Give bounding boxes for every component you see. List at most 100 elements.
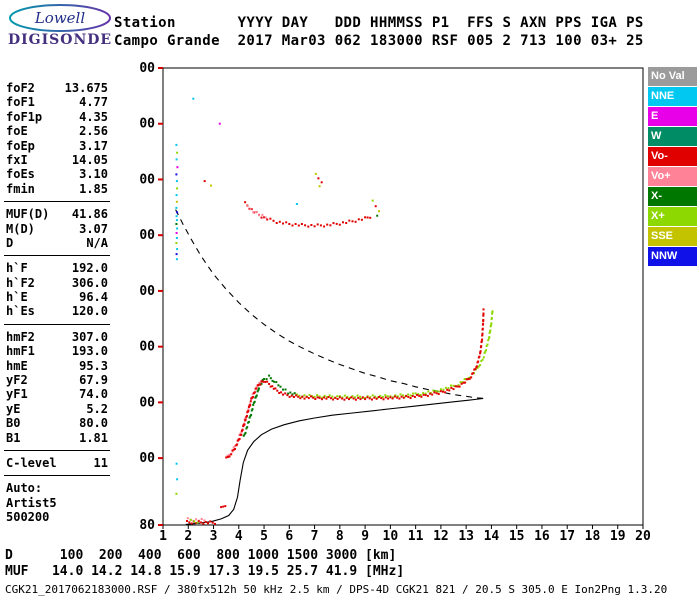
- parameter-row: B1 1.81: [6, 430, 108, 445]
- parameter-row: foF1 4.77: [6, 95, 108, 110]
- panel-separator: [4, 449, 110, 451]
- legend-item-x+: X+: [648, 207, 697, 226]
- y-tick: [158, 178, 163, 181]
- y-tick: [158, 67, 163, 69]
- y-tick-label: 300: [140, 395, 155, 410]
- legend-item-noval: No Val: [648, 67, 697, 86]
- x-tick-label: 16: [534, 529, 550, 544]
- panel-separator: [4, 323, 110, 325]
- parameter-row: hmE 95.3: [6, 358, 108, 373]
- y-tick: [158, 289, 163, 292]
- panel-separator: [4, 255, 110, 257]
- x-tick-label: 17: [559, 529, 575, 544]
- y-tick: [158, 457, 163, 460]
- y-tick: [158, 122, 163, 125]
- y-tick-label: 80: [140, 518, 155, 533]
- station-header-line1: Station YYYY DAY DDD HHMMSS P1 FFS S AXN…: [114, 15, 644, 31]
- legend-item-nne: NNE: [648, 87, 697, 106]
- legend-item-w: W: [648, 127, 697, 146]
- x-tick-label: 9: [361, 529, 369, 544]
- legend-item-vo+: Vo+: [648, 167, 697, 186]
- parameter-row: yF2 67.9: [6, 373, 108, 388]
- y-tick-label: 900: [140, 61, 155, 76]
- logo-graphic: Lowell DIGISONDE: [8, 4, 112, 48]
- parameter-row: foF1p 4.35: [6, 109, 108, 124]
- station-header-line2: Campo Grande 2017 Mar03 062 183000 RSF 0…: [114, 33, 644, 49]
- x-tick-label: 2: [184, 529, 192, 544]
- x-tick-label: 13: [458, 529, 474, 544]
- x-tick-label: 8: [336, 529, 344, 544]
- y-tick: [158, 401, 163, 404]
- parameter-row: Artist5: [6, 495, 57, 510]
- parameter-row: foE 2.56: [6, 124, 108, 139]
- parameter-row: yE 5.2: [6, 401, 108, 416]
- y-tick-label: 200: [140, 451, 155, 466]
- x-tick-label: 5: [260, 529, 268, 544]
- parameter-row: hmF2 307.0: [6, 329, 108, 344]
- x-tick-label: 1: [159, 529, 167, 544]
- lowell-digisonde-logo: Lowell DIGISONDE: [6, 3, 116, 55]
- sporadic-echo-scatter: [175, 97, 380, 495]
- legend-item-e: E: [648, 107, 697, 126]
- distance-row: D 100 200 400 600 800 1000 1500 3000 [km…: [5, 548, 397, 563]
- y-tick-label: 800: [140, 117, 155, 132]
- muf-curve: [175, 209, 486, 400]
- x-tick-label: 6: [285, 529, 293, 544]
- parameter-row: Auto:: [6, 481, 43, 496]
- y-tick-label: 400: [140, 340, 155, 355]
- x-tick-label: 20: [635, 529, 651, 544]
- legend: No Val NNE E W Vo- Vo+ X- X+ SSE NNW: [648, 67, 697, 267]
- parameter-row: fmin 1.85: [6, 181, 108, 196]
- panel-separator: [4, 201, 110, 203]
- x-tick-label: 14: [484, 529, 500, 544]
- x-tick-label: 15: [509, 529, 525, 544]
- x-tick-label: 3: [210, 529, 218, 544]
- legend-item-nnw: NNW: [648, 247, 697, 266]
- es-upper-dots: [220, 505, 227, 509]
- parameter-row: h`E 96.4: [6, 290, 108, 305]
- legend-item-sse: SSE: [648, 227, 697, 246]
- parameter-row: yF1 74.0: [6, 387, 108, 402]
- panel-separator: [4, 475, 110, 477]
- o-trace-main-red: [225, 308, 485, 459]
- logo-lowell-text: Lowell: [34, 9, 86, 27]
- electron-density-profile: [185, 397, 484, 525]
- parameter-row: MUF(D) 41.86: [6, 207, 108, 222]
- y-tick-label: 500: [140, 284, 155, 299]
- parameter-row: h`F 192.0: [6, 261, 108, 276]
- parameter-row: foEp 3.17: [6, 138, 108, 153]
- x-tick-label: 4: [235, 529, 243, 544]
- logo-digisonde-text: DIGISONDE: [8, 32, 112, 48]
- second-hop-red: [244, 201, 372, 228]
- parameter-row: B0 80.0: [6, 416, 108, 431]
- x-trace-right: [295, 310, 494, 399]
- x-tick-label: 11: [408, 529, 424, 544]
- parameter-row: foEs 3.10: [6, 167, 108, 182]
- x-tick-label: 10: [383, 529, 399, 544]
- legend-item-vo-: Vo-: [648, 147, 697, 166]
- logo-ellipse: [9, 4, 111, 32]
- ionogram-plot: 1234567891011121314151617181920802003004…: [140, 61, 651, 544]
- plot-frame: [162, 67, 644, 526]
- y-tick: [158, 234, 163, 237]
- x-tick-label: 18: [585, 529, 601, 544]
- muf-row: MUF 14.0 14.2 14.8 15.9 17.3 19.5 25.7 4…: [5, 564, 405, 579]
- parameter-panel: foF2 13.675 foF1 4.77 foF1p 4.35 foE 2.56 foEp 3.…: [4, 81, 110, 525]
- y-tick-label: 700: [140, 172, 155, 187]
- y-tick-label: 600: [140, 228, 155, 243]
- parameter-row: h`Es 120.0: [6, 304, 108, 319]
- x-trace-hump: [242, 374, 296, 437]
- second-hop-pink: [246, 205, 267, 219]
- parameter-row: hmF1 193.0: [6, 344, 108, 359]
- es-trace-pink: [186, 517, 206, 522]
- parameter-row: fxI 14.05: [6, 152, 108, 167]
- x-tick-label: 19: [610, 529, 626, 544]
- parameter-row: foF2 13.675: [6, 81, 108, 95]
- legend-item-x-: X-: [648, 187, 697, 206]
- file-info-line: CGK21_2017062183000.RSF / 380fx512h 50 k…: [5, 583, 668, 596]
- parameter-row: M(D) 3.07: [6, 221, 108, 236]
- parameter-row: C-level 11: [6, 455, 108, 470]
- y-tick: [158, 345, 163, 348]
- es-trace-green: [189, 518, 199, 524]
- y-tick: [158, 524, 163, 526]
